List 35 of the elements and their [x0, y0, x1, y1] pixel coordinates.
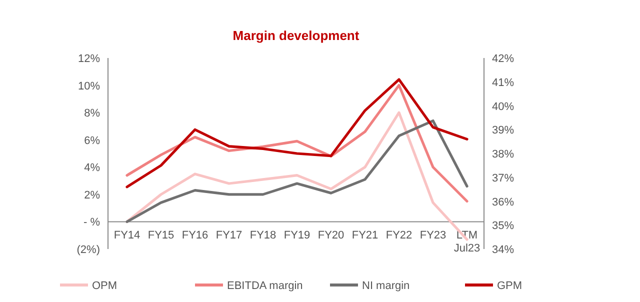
- legend-label: EBITDA margin: [227, 280, 303, 292]
- y-tick-label: 6%: [84, 134, 100, 147]
- x-tick-label: FY18: [250, 230, 276, 242]
- y-tick-label: (2%): [76, 244, 100, 256]
- y2-tick-label: 42%: [492, 53, 514, 65]
- y-tick-label: - %: [84, 216, 100, 229]
- x-tick-label: FY23: [420, 230, 446, 242]
- y2-tick-label: 36%: [492, 196, 514, 208]
- x-tick-label: FY21: [352, 230, 378, 242]
- x-tick-label: FY16: [182, 230, 208, 242]
- y-tick-label: 12%: [78, 53, 100, 65]
- x-tick-label: FY15: [148, 230, 174, 242]
- line-series: [126, 84, 468, 203]
- y2-tick-label: 38%: [492, 148, 514, 160]
- chart-title: Margin development: [232, 28, 360, 43]
- y-tick-label: 2%: [84, 189, 100, 202]
- y2-tick-label: 39%: [492, 124, 514, 137]
- y2-tick-label: 37%: [492, 172, 514, 184]
- y2-tick-label: 40%: [492, 100, 514, 113]
- y2-tick-label: 35%: [492, 220, 514, 232]
- x-tick-label: FY22: [386, 230, 412, 242]
- legend-label: GPM: [497, 280, 522, 292]
- y-tick-label: 8%: [84, 108, 100, 120]
- legend-label: NI margin: [362, 280, 410, 292]
- x-tick-label: FY17: [216, 230, 242, 242]
- x-tick-label: FY14: [114, 230, 140, 242]
- y2-tick-label: 34%: [492, 244, 514, 256]
- x-tick-label: FY20: [318, 230, 344, 242]
- x-tick-label: FY19: [284, 230, 310, 242]
- y-tick-label: 4%: [84, 162, 100, 174]
- y2-tick-label: 41%: [492, 76, 514, 89]
- line-series: [126, 119, 468, 224]
- legend-label: OPM: [92, 280, 118, 292]
- line-series: [126, 78, 468, 188]
- y-tick-label: 10%: [78, 80, 100, 92]
